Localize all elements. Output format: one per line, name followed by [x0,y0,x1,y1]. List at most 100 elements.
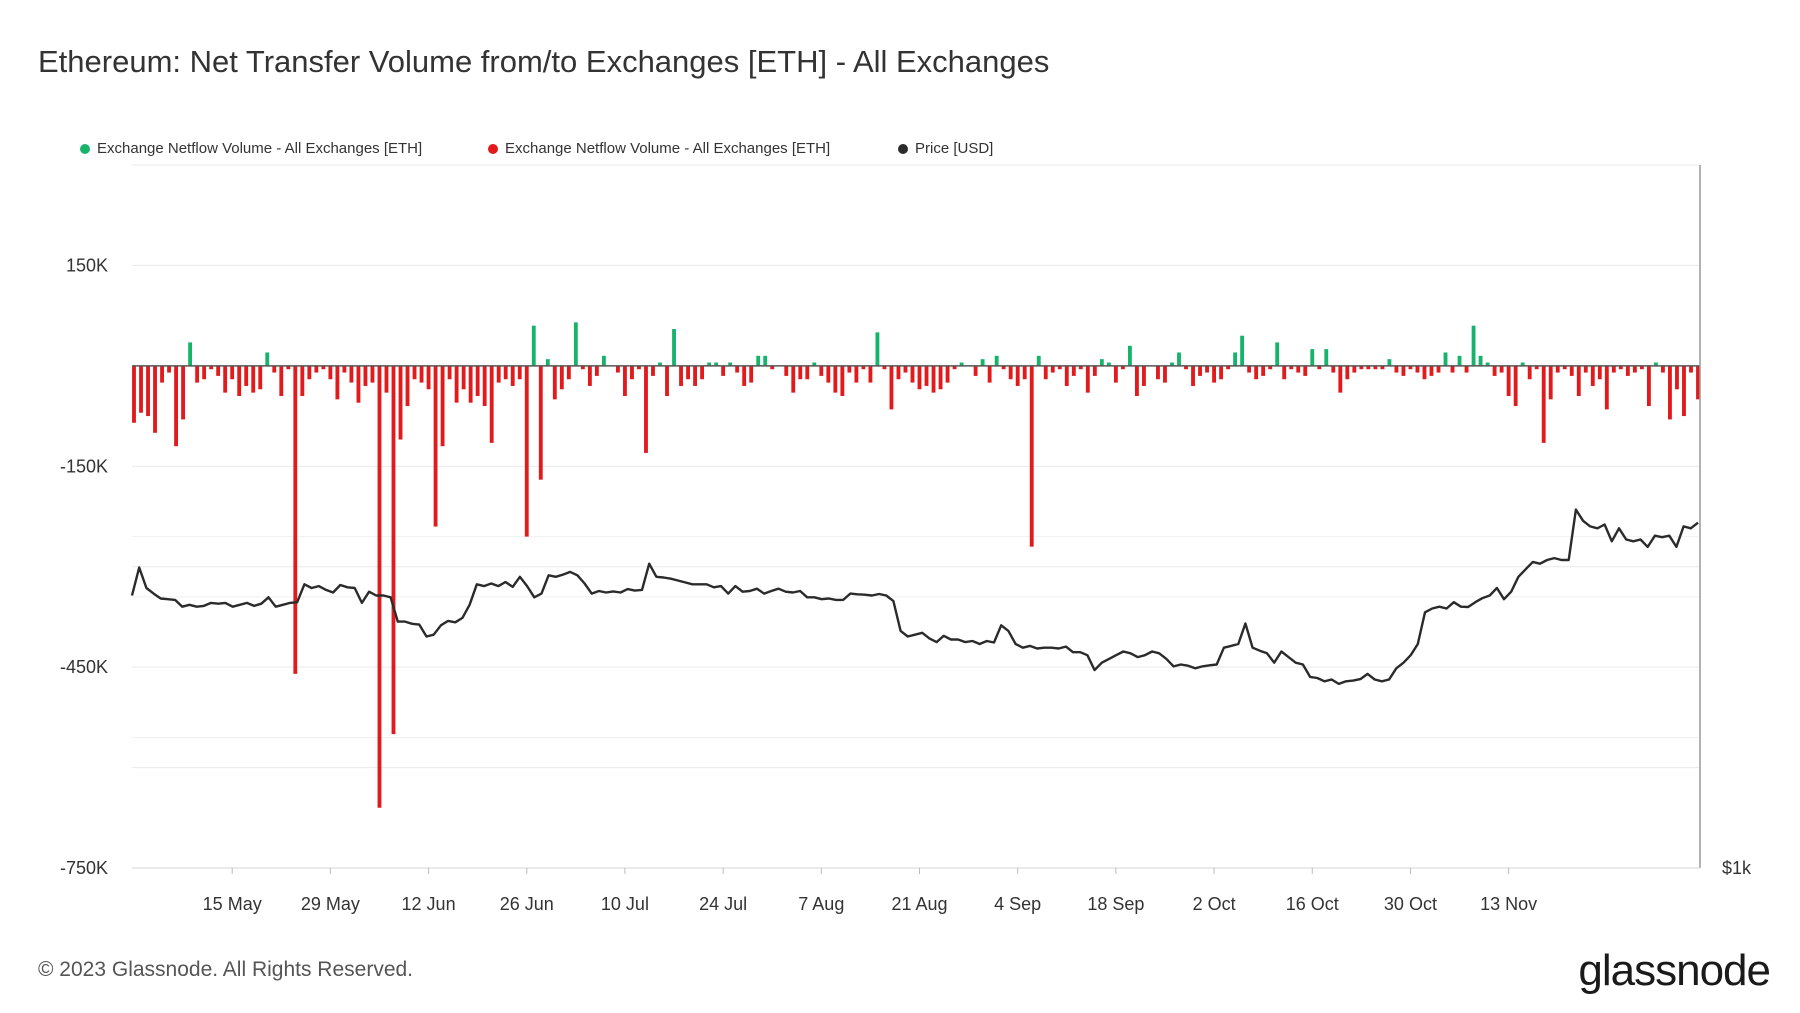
outflow-bar[interactable] [987,365,992,383]
inflow-bar[interactable] [714,362,719,366]
outflow-bar[interactable] [244,365,249,386]
outflow-bar[interactable] [889,365,894,410]
outflow-bar[interactable] [1492,365,1497,376]
outflow-bar[interactable] [952,365,957,370]
inflow-bar[interactable] [959,362,964,366]
outflow-bar[interactable] [1156,365,1160,380]
outflow-bar[interactable] [433,365,438,527]
outflow-bar[interactable] [195,365,200,383]
outflow-bar[interactable] [552,365,557,400]
outflow-bar[interactable] [1611,365,1616,373]
outflow-bar[interactable] [1331,365,1336,373]
legend-item-price[interactable]: Price [USD] [898,140,993,157]
outflow-bar[interactable] [1366,365,1371,370]
outflow-bar[interactable] [328,365,333,380]
outflow-bar[interactable] [1696,365,1700,400]
outflow-bar[interactable] [279,365,284,396]
outflow-bar[interactable] [1646,365,1651,407]
outflow-bar[interactable] [798,365,803,380]
outflow-bar[interactable] [1450,365,1455,373]
outflow-bar[interactable] [524,365,529,537]
outflow-bar[interactable] [349,365,354,383]
outflow-bar[interactable] [146,365,150,417]
outflow-bar[interactable] [510,365,515,386]
outflow-bar[interactable] [1226,365,1231,370]
outflow-bar[interactable] [693,365,697,386]
outflow-bar[interactable] [468,365,473,403]
outflow-bar[interactable] [1527,365,1532,380]
outflow-bar[interactable] [489,365,494,443]
outflow-bar[interactable] [1632,365,1637,373]
outflow-bar[interactable] [1422,365,1427,380]
outflow-bar[interactable] [391,365,396,735]
outflow-bar[interactable] [1212,365,1216,383]
legend-item-inflow[interactable]: Exchange Netflow Volume - All Exchanges … [80,140,422,157]
outflow-bar[interactable] [1015,365,1020,386]
outflow-bar[interactable] [1029,365,1034,547]
inflow-bar[interactable] [545,359,550,366]
outflow-bar[interactable] [1464,365,1469,373]
outflow-bar[interactable] [426,365,431,390]
outflow-bar[interactable] [139,365,143,413]
outflow-bar[interactable] [384,365,389,393]
outflow-bar[interactable] [1064,365,1069,386]
outflow-bar[interactable] [861,365,866,370]
outflow-bar[interactable] [1548,365,1553,400]
outflow-bar[interactable] [679,365,683,386]
outflow-bar[interactable] [1050,365,1055,373]
outflow-bar[interactable] [1618,365,1623,370]
inflow-bar[interactable] [1240,335,1245,366]
outflow-bar[interactable] [945,365,950,383]
inflow-bar[interactable] [672,329,676,366]
outflow-bar[interactable] [370,365,375,383]
outflow-bar[interactable] [910,365,915,383]
outflow-bar[interactable] [482,365,487,407]
outflow-bar[interactable] [1415,365,1420,373]
outflow-bar[interactable] [223,365,228,393]
outflow-bar[interactable] [1261,365,1266,376]
outflow-bar[interactable] [1541,365,1546,443]
outflow-bar[interactable] [651,365,655,376]
legend-item-outflow[interactable]: Exchange Netflow Volume - All Exchanges … [488,140,830,157]
outflow-bar[interactable] [559,365,564,390]
outflow-bar[interactable] [1436,365,1441,373]
outflow-bar[interactable] [833,365,838,393]
outflow-bar[interactable] [637,365,641,370]
outflow-bar[interactable] [623,365,627,396]
outflow-bar[interactable] [1085,365,1090,393]
inflow-bar[interactable] [875,332,880,366]
outflow-bar[interactable] [1142,365,1146,386]
outflow-bar[interactable] [251,365,256,393]
outflow-bar[interactable] [805,365,810,380]
outflow-bar[interactable] [896,365,901,380]
outflow-bar[interactable] [616,365,620,373]
outflow-bar[interactable] [1135,365,1139,396]
outflow-bar[interactable] [1078,365,1083,370]
inflow-bar[interactable] [1387,359,1392,366]
outflow-bar[interactable] [1499,365,1504,373]
outflow-bar[interactable] [1597,365,1602,380]
outflow-bar[interactable] [665,365,669,396]
outflow-bar[interactable] [419,365,424,383]
outflow-bar[interactable] [538,365,543,480]
outflow-bar[interactable] [1345,365,1350,380]
outflow-bar[interactable] [630,365,634,380]
outflow-bar[interactable] [321,365,326,370]
inflow-bar[interactable] [1127,345,1132,366]
outflow-bar[interactable] [587,365,592,386]
inflow-bar[interactable] [531,325,536,366]
outflow-bar[interactable] [1247,365,1252,373]
outflow-bar[interactable] [749,365,754,383]
outflow-bar[interactable] [293,365,298,674]
outflow-bar[interactable] [286,365,291,370]
outflow-bar[interactable] [1184,365,1188,370]
inflow-bar[interactable] [1275,342,1280,366]
outflow-bar[interactable] [230,365,235,380]
brand-logo[interactable]: glassnode [1578,946,1771,995]
outflow-bar[interactable] [826,365,831,383]
outflow-bar[interactable] [1268,365,1273,370]
outflow-bar[interactable] [1219,365,1224,380]
outflow-bar[interactable] [1338,365,1343,393]
outflow-bar[interactable] [686,365,690,380]
